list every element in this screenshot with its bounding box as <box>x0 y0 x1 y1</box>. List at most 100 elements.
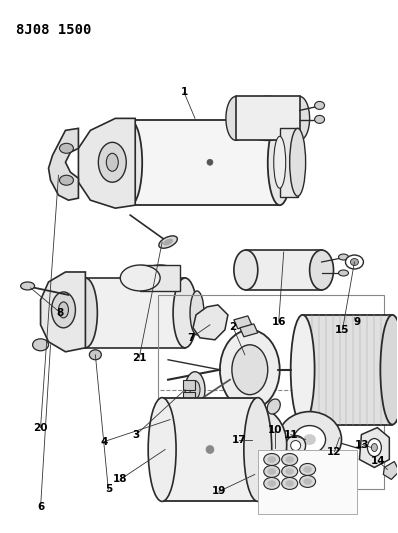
Text: 18: 18 <box>113 474 127 484</box>
Text: 19: 19 <box>212 487 226 496</box>
Ellipse shape <box>267 399 280 414</box>
Ellipse shape <box>314 116 324 123</box>
Ellipse shape <box>258 440 278 459</box>
Text: 16: 16 <box>271 317 286 327</box>
Ellipse shape <box>223 407 287 482</box>
Ellipse shape <box>229 475 242 490</box>
Ellipse shape <box>300 475 316 487</box>
Ellipse shape <box>282 465 298 478</box>
Ellipse shape <box>310 250 334 290</box>
Ellipse shape <box>98 142 126 182</box>
Bar <box>158 295 384 489</box>
Text: 7: 7 <box>187 333 195 343</box>
Ellipse shape <box>380 315 398 425</box>
Ellipse shape <box>277 442 287 453</box>
Bar <box>130 120 280 205</box>
Ellipse shape <box>106 154 118 171</box>
Bar <box>140 265 180 291</box>
Text: 9: 9 <box>354 317 361 327</box>
Bar <box>280 128 298 197</box>
Text: 3: 3 <box>133 430 140 440</box>
Ellipse shape <box>286 435 306 456</box>
Text: 4: 4 <box>101 437 108 447</box>
Bar <box>86 278 185 348</box>
Polygon shape <box>78 118 135 208</box>
Text: 11: 11 <box>283 430 298 440</box>
Bar <box>183 379 195 390</box>
Text: 5: 5 <box>105 484 112 495</box>
Ellipse shape <box>282 478 298 489</box>
Ellipse shape <box>291 315 314 425</box>
Ellipse shape <box>280 460 295 473</box>
Ellipse shape <box>345 255 363 269</box>
Bar <box>246 250 322 290</box>
Text: 8: 8 <box>57 308 64 318</box>
Polygon shape <box>359 427 389 467</box>
Ellipse shape <box>33 339 49 351</box>
Ellipse shape <box>291 426 298 433</box>
Ellipse shape <box>272 438 292 457</box>
Ellipse shape <box>236 96 300 140</box>
Ellipse shape <box>148 398 176 502</box>
Text: 10: 10 <box>267 425 282 434</box>
Bar <box>183 392 195 402</box>
Ellipse shape <box>140 265 180 291</box>
Ellipse shape <box>291 441 300 450</box>
Text: 2: 2 <box>229 322 236 332</box>
Ellipse shape <box>367 439 381 456</box>
Ellipse shape <box>278 411 341 467</box>
Ellipse shape <box>21 282 35 290</box>
Ellipse shape <box>207 159 213 165</box>
Ellipse shape <box>264 465 280 478</box>
Ellipse shape <box>226 96 246 140</box>
Text: 1: 1 <box>180 87 188 98</box>
Bar <box>236 96 300 140</box>
Ellipse shape <box>286 456 294 463</box>
Text: 13: 13 <box>355 440 370 449</box>
Ellipse shape <box>300 464 316 475</box>
Text: 12: 12 <box>327 447 342 457</box>
Polygon shape <box>234 316 252 329</box>
Ellipse shape <box>264 478 280 489</box>
Ellipse shape <box>206 446 214 454</box>
Ellipse shape <box>339 254 349 260</box>
Polygon shape <box>49 128 78 200</box>
Text: 15: 15 <box>335 325 350 335</box>
Ellipse shape <box>190 381 200 399</box>
Ellipse shape <box>232 345 268 394</box>
Ellipse shape <box>294 425 326 454</box>
Ellipse shape <box>120 265 160 291</box>
Ellipse shape <box>51 292 76 328</box>
Ellipse shape <box>314 101 324 109</box>
Ellipse shape <box>304 434 316 445</box>
Ellipse shape <box>290 128 306 196</box>
Ellipse shape <box>263 445 273 455</box>
Ellipse shape <box>351 259 359 265</box>
Ellipse shape <box>234 250 258 290</box>
Ellipse shape <box>59 302 68 318</box>
Ellipse shape <box>282 454 298 465</box>
Ellipse shape <box>268 456 276 463</box>
Ellipse shape <box>159 236 178 248</box>
Ellipse shape <box>290 96 310 140</box>
Ellipse shape <box>74 278 98 348</box>
Ellipse shape <box>264 454 280 465</box>
Text: 6: 6 <box>37 503 44 512</box>
Ellipse shape <box>371 443 377 451</box>
Polygon shape <box>41 272 86 352</box>
Text: 21: 21 <box>132 353 146 363</box>
Text: 17: 17 <box>232 434 246 445</box>
Ellipse shape <box>286 469 294 474</box>
Polygon shape <box>240 324 258 337</box>
Ellipse shape <box>268 480 276 487</box>
Text: 20: 20 <box>33 423 48 433</box>
Ellipse shape <box>190 291 204 335</box>
Ellipse shape <box>339 270 349 276</box>
Bar <box>162 398 258 502</box>
Ellipse shape <box>220 330 280 410</box>
Ellipse shape <box>90 350 101 360</box>
Ellipse shape <box>164 239 173 245</box>
Ellipse shape <box>304 479 312 484</box>
Ellipse shape <box>240 426 270 463</box>
Text: 14: 14 <box>371 456 386 466</box>
